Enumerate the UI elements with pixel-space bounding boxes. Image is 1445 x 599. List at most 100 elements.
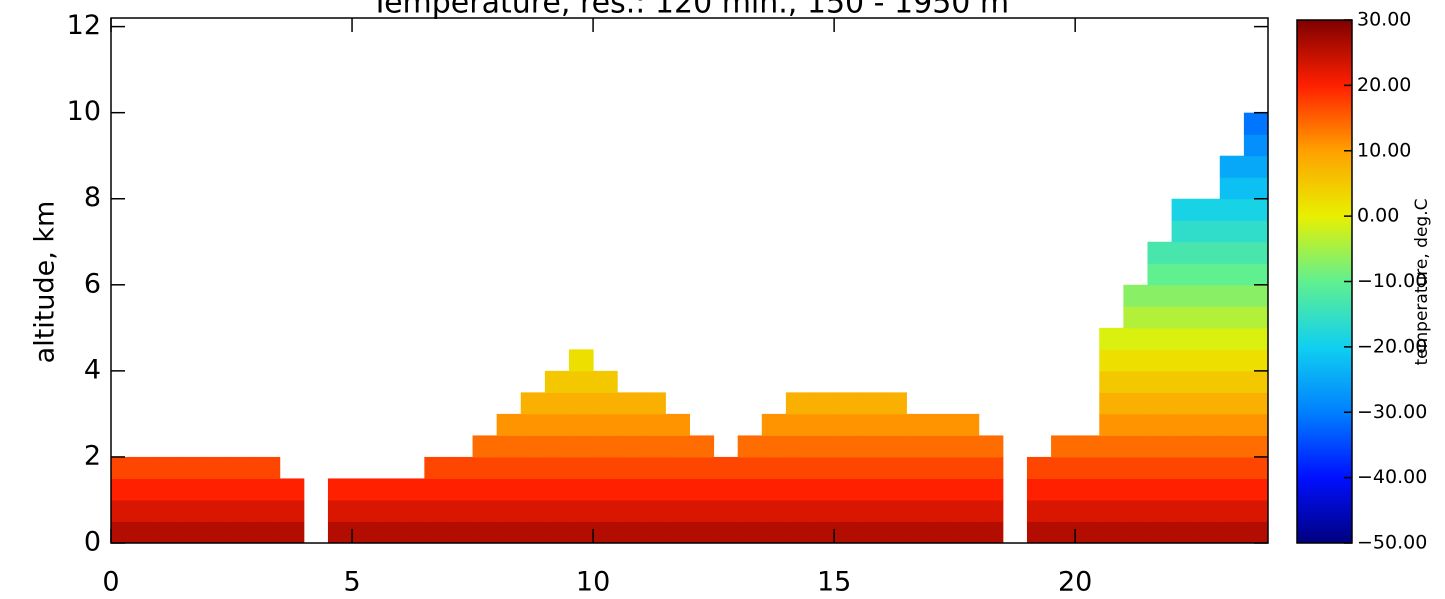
heatmap-cell bbox=[761, 413, 787, 436]
heatmap-cell bbox=[1123, 499, 1148, 522]
heatmap-cell bbox=[689, 499, 715, 522]
heatmap-cell bbox=[1195, 456, 1221, 479]
heatmap-cell bbox=[1243, 370, 1269, 393]
heatmap-cell bbox=[906, 478, 932, 501]
heatmap-cell bbox=[930, 478, 956, 501]
heatmap-cell bbox=[906, 435, 932, 458]
heatmap-cell bbox=[1099, 499, 1124, 522]
heatmap-cell bbox=[1171, 435, 1197, 458]
heatmap-cell bbox=[906, 413, 932, 436]
heatmap-cell bbox=[1219, 177, 1245, 200]
heatmap-cell bbox=[761, 435, 787, 458]
heatmap-cell bbox=[1195, 220, 1221, 243]
heatmap-cell bbox=[159, 499, 184, 522]
heatmap-cell bbox=[448, 521, 474, 544]
heatmap-cell bbox=[1171, 499, 1197, 522]
heatmap-cell bbox=[1147, 327, 1173, 350]
heatmap-cell bbox=[1195, 499, 1221, 522]
heatmap-cell bbox=[713, 499, 739, 522]
heatmap-cell bbox=[544, 456, 570, 479]
heatmap-cell bbox=[207, 456, 233, 479]
heatmap-cell bbox=[617, 521, 642, 544]
heatmap-cell bbox=[568, 370, 594, 393]
heatmap-cell bbox=[978, 435, 1004, 458]
heatmap-cell bbox=[1219, 327, 1245, 350]
heatmap-cell bbox=[641, 478, 666, 501]
heatmap-cell bbox=[834, 478, 859, 501]
heatmap-cell bbox=[255, 499, 281, 522]
heatmap-cell bbox=[424, 521, 449, 544]
heatmap-cell bbox=[1243, 134, 1269, 157]
heatmap-cell bbox=[930, 413, 956, 436]
heatmap-cell bbox=[641, 499, 666, 522]
heatmap-cell bbox=[737, 478, 763, 501]
plot-frame bbox=[110, 17, 1269, 544]
heatmap-cell bbox=[1195, 263, 1221, 286]
heatmap-cell bbox=[1219, 220, 1245, 243]
heatmap-cell bbox=[279, 478, 305, 501]
y-tick-label: 10 bbox=[67, 96, 101, 127]
x-tick-label: 5 bbox=[343, 567, 360, 598]
heatmap-cell bbox=[400, 478, 425, 501]
heatmap-cell bbox=[1171, 370, 1197, 393]
heatmap-cell bbox=[1243, 284, 1269, 307]
heatmap-cell bbox=[544, 499, 570, 522]
heatmap-cell bbox=[544, 478, 570, 501]
heatmap-cell bbox=[785, 521, 811, 544]
heatmap-cell bbox=[1051, 521, 1076, 544]
heatmap-cell bbox=[255, 456, 281, 479]
heatmap-cell bbox=[785, 456, 811, 479]
heatmap-cell bbox=[1123, 284, 1148, 307]
x-tick-label: 20 bbox=[1058, 567, 1092, 598]
heatmap-cell bbox=[183, 456, 208, 479]
heatmap-cell bbox=[1123, 478, 1148, 501]
heatmap-cell bbox=[1147, 241, 1173, 264]
heatmap-cell bbox=[882, 392, 907, 415]
heatmap-cell bbox=[1075, 499, 1100, 522]
heatmap-cell bbox=[568, 435, 594, 458]
heatmap-cell bbox=[1051, 478, 1076, 501]
heatmap-cell bbox=[1051, 435, 1076, 458]
heatmap-cell bbox=[617, 413, 642, 436]
heatmap-cell bbox=[1243, 521, 1269, 544]
heatmap-cell bbox=[520, 521, 546, 544]
heatmap-cell bbox=[231, 478, 257, 501]
colorbar-tick-label: −10.00 bbox=[1357, 270, 1427, 292]
heatmap-cell bbox=[1147, 284, 1173, 307]
heatmap-cell bbox=[1099, 435, 1124, 458]
heatmap-cell bbox=[810, 499, 835, 522]
heatmap-cell bbox=[1195, 241, 1221, 264]
heatmap-cell bbox=[1219, 263, 1245, 286]
heatmap-cell bbox=[231, 456, 257, 479]
heatmap-cell bbox=[930, 521, 956, 544]
heatmap-cell bbox=[978, 521, 1004, 544]
heatmap-cell bbox=[641, 435, 666, 458]
colorbar-tick-label: 20.00 bbox=[1357, 74, 1411, 96]
colorbar-tick-label: 30.00 bbox=[1357, 9, 1411, 31]
x-tick-label: 15 bbox=[817, 567, 851, 598]
heatmap-cell bbox=[641, 392, 666, 415]
heatmap-cell bbox=[1099, 349, 1124, 372]
heatmap-cell bbox=[737, 521, 763, 544]
heatmap-cell bbox=[111, 499, 136, 522]
heatmap-cell bbox=[785, 435, 811, 458]
heatmap-cell bbox=[978, 456, 1004, 479]
heatmap-cell bbox=[810, 413, 835, 436]
heatmap-cell bbox=[207, 521, 233, 544]
heatmap-cell bbox=[593, 478, 618, 501]
x-tick-label: 0 bbox=[102, 567, 119, 598]
heatmap-cell bbox=[1243, 413, 1269, 436]
heatmap-cell bbox=[472, 521, 498, 544]
heatmap-cell bbox=[882, 435, 907, 458]
heatmap-cell bbox=[906, 456, 932, 479]
heatmap-cell bbox=[785, 478, 811, 501]
heatmap-cell bbox=[1123, 392, 1148, 415]
heatmap-cell bbox=[1171, 413, 1197, 436]
heatmap-cell bbox=[1195, 478, 1221, 501]
heatmap-cell bbox=[978, 478, 1004, 501]
heatmap-cell bbox=[159, 478, 184, 501]
heatmap-cell bbox=[231, 521, 257, 544]
y-tick-label: 6 bbox=[84, 268, 101, 299]
heatmap-cell bbox=[1147, 392, 1173, 415]
